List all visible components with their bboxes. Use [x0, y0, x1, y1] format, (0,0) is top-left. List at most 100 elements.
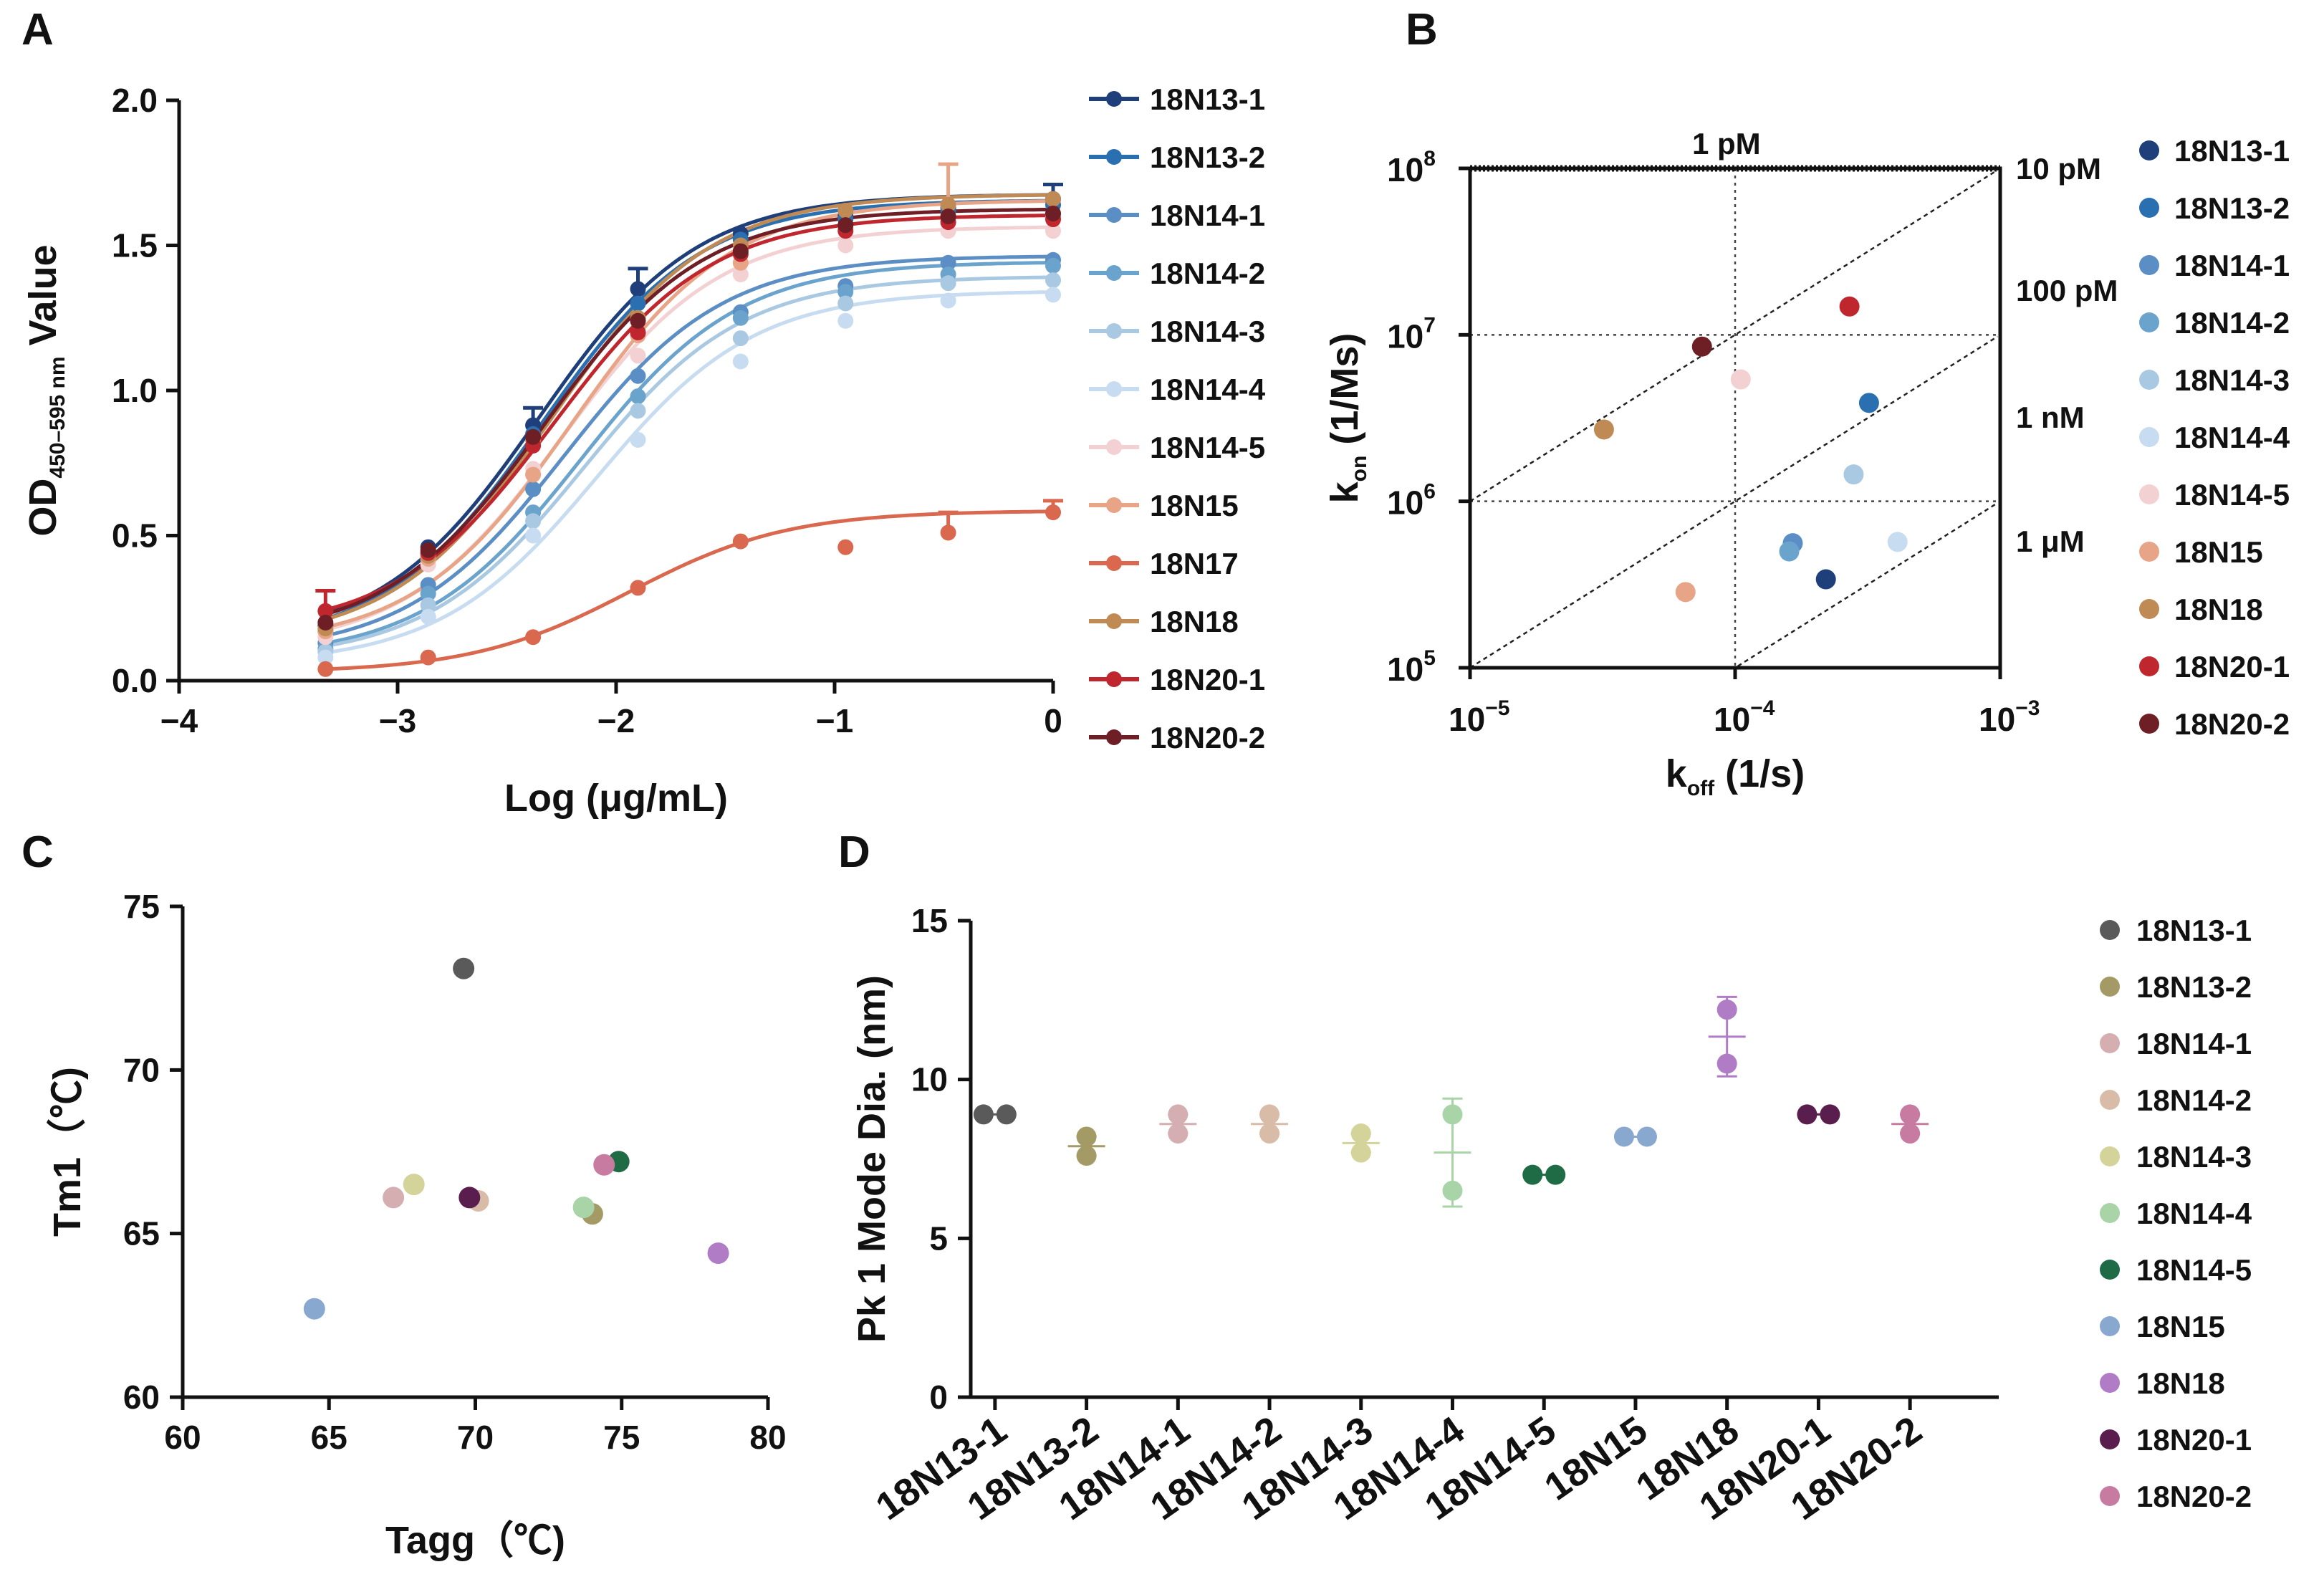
- d-data-point-18N14-4: [1442, 1180, 1463, 1201]
- d-data-point-18N13-2: [1076, 1126, 1097, 1147]
- b-legend-marker-18N14-2: [2139, 312, 2159, 332]
- a-data-point-18N18: [837, 202, 854, 219]
- b-iso-affinity-line: [1737, 502, 1998, 667]
- d-data-point-18N15: [1636, 1126, 1657, 1147]
- a-data-point-18N17: [420, 649, 436, 666]
- d-legend-marker-18N20-1: [2100, 1429, 2120, 1449]
- b-data-point-18N14-5: [1730, 369, 1751, 390]
- a-x-tick-label: 0: [1044, 702, 1062, 739]
- a-data-point-18N14-3: [940, 275, 956, 292]
- c-y-tick-label: 70: [123, 1051, 160, 1088]
- b-x-tick-label: 10−4: [1714, 696, 1775, 738]
- a-legend-label: 18N14-5: [1150, 431, 1265, 464]
- a-data-point-18N14-4: [420, 608, 436, 625]
- b-legend-marker-18N14-5: [2139, 484, 2159, 504]
- a-legend-marker-18N14-2: [1106, 265, 1122, 281]
- a-fit-curve-18N17: [325, 509, 1052, 671]
- a-legend-label: 18N18: [1150, 605, 1239, 638]
- a-legend-label: 18N13-2: [1150, 140, 1265, 174]
- a-data-point-18N14-1: [525, 481, 542, 497]
- panel-label-c: C: [21, 828, 54, 877]
- a-data-point-18N20-2: [630, 312, 646, 329]
- panel-a-dose-response: 0.0 0.5 1.0 1.5 2.0 −4 −3 −2 −1 0 Log (μg/mL) OD450…: [21, 82, 1266, 820]
- a-legend-label: 18N14-4: [1150, 373, 1266, 406]
- a-data-point-18N20-2: [1045, 205, 1061, 221]
- d-legend-marker-18N14-2: [2100, 1090, 2120, 1110]
- a-fit-curve-18N14-1: [325, 254, 1051, 638]
- d-data-point-18N20-1: [1820, 1104, 1840, 1125]
- d-legend-label: 18N15: [2136, 1310, 2225, 1343]
- d-legend-marker-18N13-2: [2100, 977, 2120, 997]
- a-legend-label: 18N13-1: [1150, 82, 1265, 116]
- d-legend-label: 18N14-2: [2136, 1083, 2252, 1117]
- a-data-point-18N14-1: [940, 254, 956, 271]
- b-legend-label: 18N14-5: [2174, 478, 2290, 512]
- a-data-point-18N18: [1045, 191, 1061, 207]
- c-y-tick-label: 65: [123, 1215, 160, 1252]
- b-data-point-18N13-2: [1858, 393, 1879, 413]
- d-data-point-18N18: [1716, 1000, 1737, 1020]
- b-legend-marker-18N13-1: [2139, 140, 2159, 160]
- b-data-point-18N15: [1675, 582, 1696, 603]
- a-legend-label: 18N14-1: [1150, 198, 1265, 232]
- a-fit-curve-18N15: [325, 199, 1052, 629]
- a-data-point-18N17: [1045, 504, 1061, 521]
- a-legend-label: 18N14-3: [1150, 315, 1265, 348]
- d-legend-marker-18N20-2: [2100, 1486, 2120, 1506]
- panel-b-kinetics: 1 pM 10 pM 100 pM 1 nM 1 μM 105 106 107 108 10−5 1…: [1323, 127, 2290, 800]
- d-legend-marker-18N13-1: [2100, 920, 2120, 940]
- c-x-tick-label: 60: [164, 1419, 201, 1456]
- d-y-axis-label: Pk 1 Mode Dia. (nm): [850, 975, 893, 1343]
- panel-label-a: A: [21, 5, 54, 54]
- a-data-point-18N14-5: [1045, 223, 1061, 239]
- c-data-point-18N14-3: [403, 1174, 425, 1196]
- b-iso-affinity-line: [1469, 335, 1998, 669]
- d-data-point-18N18: [1716, 1053, 1737, 1074]
- a-fit-curve-18N14-2: [325, 261, 1052, 646]
- a-data-point-18N14-3: [1045, 272, 1061, 289]
- a-data-point-18N14-5: [837, 237, 854, 254]
- a-data-point-18N14-1: [630, 368, 646, 384]
- d-data-point-18N14-3: [1350, 1142, 1371, 1163]
- d-legend-label: 18N18: [2136, 1366, 2225, 1400]
- d-data-point-18N14-5: [1522, 1164, 1543, 1185]
- d-data-point-18N14-1: [1168, 1123, 1189, 1144]
- a-data-point-18N13-1: [630, 281, 646, 297]
- b-legend-marker-18N14-1: [2139, 255, 2159, 275]
- d-legend-marker-18N14-4: [2100, 1203, 2120, 1223]
- d-legend-marker-18N18: [2100, 1373, 2120, 1393]
- d-data-point-18N15: [1613, 1126, 1634, 1147]
- c-y-axis-label: Tm1（℃): [46, 1067, 89, 1237]
- b-x-tick-label: 10−5: [1449, 696, 1509, 738]
- b-legend-marker-18N20-2: [2139, 714, 2159, 734]
- b-y-tick-label: 107: [1387, 313, 1436, 355]
- d-legend-label: 18N14-5: [2136, 1253, 2252, 1287]
- b-data-point-18N14-4: [1887, 532, 1908, 552]
- b-data-point-18N13-1: [1815, 569, 1836, 590]
- a-data-point-18N14-4: [940, 292, 956, 309]
- d-legend-label: 18N14-4: [2136, 1197, 2252, 1230]
- d-data-point-18N13-1: [996, 1104, 1017, 1125]
- b-legend-label: 18N13-1: [2174, 134, 2290, 168]
- c-data-point-18N14-4: [572, 1197, 595, 1219]
- a-legend-label: 18N20-2: [1150, 721, 1265, 754]
- a-data-point-18N14-4: [1045, 287, 1061, 303]
- a-x-tick-label: −4: [160, 702, 198, 739]
- b-kd-annotation: 1 nM: [2016, 401, 2085, 434]
- a-legend-marker-18N15: [1106, 497, 1122, 513]
- a-legend-marker-18N14-3: [1106, 323, 1122, 339]
- d-legend-label: 18N13-1: [2136, 914, 2252, 947]
- a-data-point-18N17: [732, 533, 749, 550]
- a-data-point-18N17: [630, 580, 646, 596]
- d-data-point-18N14-3: [1350, 1123, 1371, 1144]
- b-data-point-18N20-1: [1839, 296, 1860, 317]
- d-data-point-18N14-2: [1259, 1104, 1280, 1125]
- a-data-point-18N14-2: [837, 284, 854, 300]
- c-data-point-18N13-1: [453, 957, 475, 979]
- d-legend-marker-18N14-3: [2100, 1146, 2120, 1166]
- d-data-point-18N14-5: [1545, 1164, 1566, 1185]
- a-x-tick-label: −2: [597, 702, 635, 739]
- b-legend-marker-18N14-4: [2139, 427, 2159, 447]
- b-legend-label: 18N15: [2174, 535, 2263, 569]
